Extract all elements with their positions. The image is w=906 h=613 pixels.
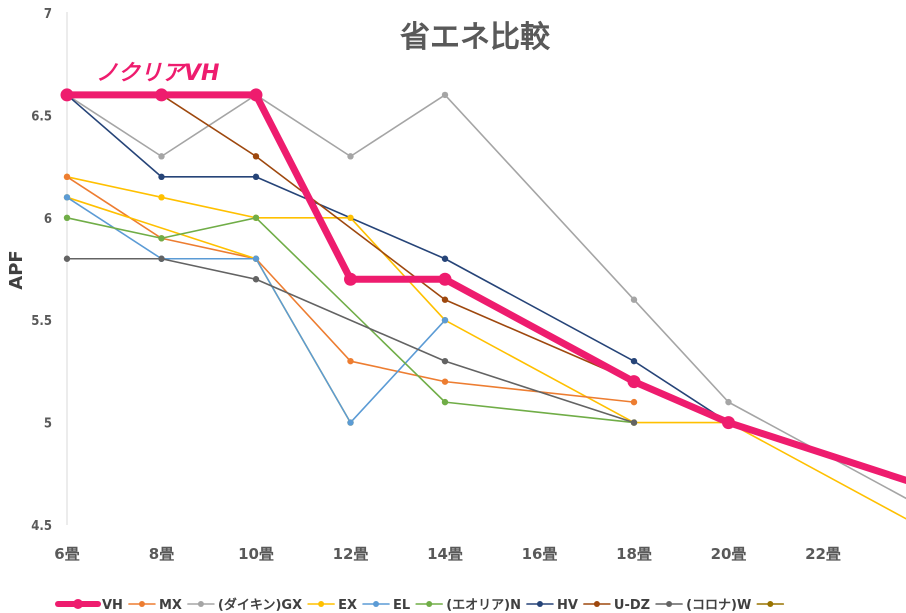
x-tick-label: 6畳 [54, 545, 79, 563]
legend-swatch-marker [373, 601, 380, 607]
legend-swatch-marker [426, 601, 433, 607]
legend-item: EL [362, 598, 410, 613]
legend-swatch-marker [138, 601, 145, 607]
legend-item: EX [307, 598, 357, 613]
data-point [630, 398, 638, 406]
legend-item: (エオリア)N [415, 598, 521, 613]
data-point [347, 419, 354, 426]
series-line [66, 176, 906, 520]
series-line [63, 91, 906, 484]
legend-swatch-marker [767, 601, 774, 607]
data-point [344, 272, 357, 286]
data-point [249, 88, 263, 102]
data-point [158, 153, 165, 160]
x-tick-label: 18畳 [616, 545, 652, 563]
x-tick-label: 22畳 [805, 545, 841, 563]
series-markers [60, 88, 735, 430]
data-point [63, 214, 71, 221]
legend-label: (コロナ)W [686, 598, 751, 613]
x-tick-label: 10畳 [238, 545, 274, 563]
data-point [441, 91, 449, 99]
data-point [630, 419, 638, 426]
y-tick-label: 6.5 [31, 109, 52, 124]
y-axis-label: APF [6, 250, 27, 289]
legend-item: (コロナ)W [655, 598, 751, 613]
data-point [441, 296, 449, 303]
data-point [347, 214, 354, 221]
x-tick-label: 12畳 [333, 545, 369, 563]
chart-annotation: ノクリアVH [96, 61, 219, 86]
data-point [722, 416, 735, 430]
data-point [441, 317, 449, 324]
y-tick-label: 6 [44, 212, 52, 227]
legend-label: (ダイキン)GX [218, 597, 302, 613]
data-point [630, 296, 638, 303]
data-point [63, 173, 71, 181]
legend-label: (エオリア)N [446, 598, 521, 613]
data-point [252, 153, 260, 160]
x-tick-label: 8畳 [149, 545, 174, 563]
legend-swatch-marker [666, 601, 673, 607]
legend-swatch-marker [73, 599, 83, 609]
legend-item: HV [526, 598, 578, 613]
legend-label: HV [557, 598, 578, 613]
chart-title: 省エネ比較 [400, 20, 551, 55]
y-tick-label: 4.5 [31, 519, 52, 534]
data-point [63, 194, 71, 201]
legend-swatch-marker [536, 601, 543, 607]
legend-label: EL [393, 598, 410, 613]
y-ticks: 4.5 5 5.5 6 6.5 7 [31, 7, 52, 534]
legend-item: U-DZ [583, 598, 650, 613]
data-point [441, 357, 449, 365]
x-ticks: 6畳 8畳 10畳 12畳 14畳 16畳 18畳 20畳 22畳 [54, 545, 841, 563]
data-point [158, 173, 165, 181]
series-lines [63, 91, 906, 520]
legend-label: VH [102, 598, 123, 613]
legend-label: MX [159, 598, 182, 613]
series-line [66, 94, 906, 500]
y-tick-label: 5 [44, 417, 52, 432]
legend-label: U-DZ [614, 598, 650, 613]
data-point [441, 255, 449, 262]
legend-swatch-marker [197, 601, 204, 607]
data-point [252, 173, 260, 181]
data-point [441, 378, 449, 385]
data-point [158, 194, 165, 201]
x-tick-label: 16畳 [522, 545, 558, 563]
x-tick-label: 20畳 [711, 545, 747, 563]
legend-swatch-marker [318, 601, 325, 607]
data-point [725, 398, 732, 406]
legend-item: MX [128, 598, 182, 613]
data-point [630, 357, 638, 365]
data-point [60, 88, 74, 102]
data-point [63, 255, 71, 262]
data-point [627, 375, 641, 389]
legend-item: VH [55, 598, 123, 613]
data-point [252, 255, 260, 262]
y-tick-label: 7 [44, 7, 52, 22]
data-point [347, 153, 354, 160]
series-line [66, 196, 352, 424]
x-tick-label: 14畳 [427, 545, 463, 563]
data-point [441, 398, 449, 406]
data-point [155, 88, 168, 102]
legend: VH MX (ダイキン)GX EX EL (エオリア)N HV U-DZ (コロナ)W [55, 597, 785, 613]
data-point [252, 276, 260, 283]
data-point [438, 272, 452, 286]
legend-label: EX [338, 598, 357, 613]
data-point [252, 214, 260, 221]
legend-swatch-marker [593, 601, 600, 607]
data-point [347, 357, 354, 365]
data-point [158, 255, 165, 262]
y-tick-label: 5.5 [31, 314, 52, 329]
data-point [158, 235, 165, 242]
legend-item [756, 601, 785, 607]
series-line [66, 196, 446, 424]
legend-item: (ダイキン)GX [187, 597, 302, 613]
series-line [66, 176, 635, 403]
